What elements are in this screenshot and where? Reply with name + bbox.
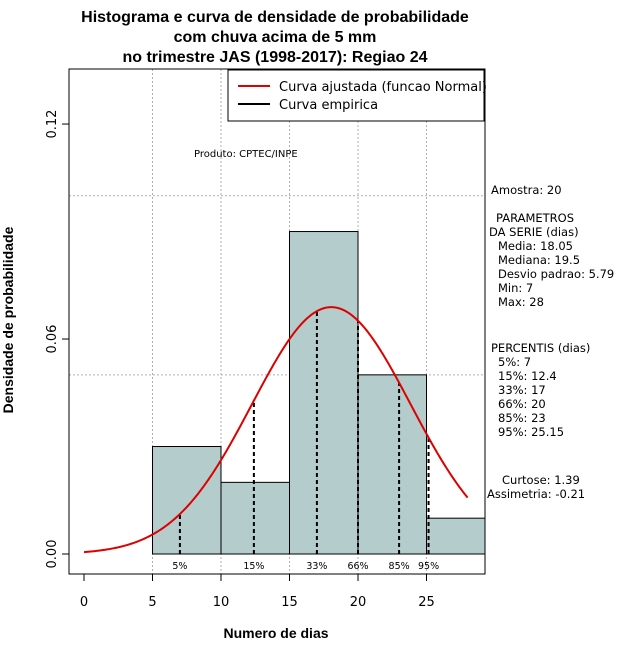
x-axis-title: Numero de dias (223, 625, 328, 641)
percentil-5: 5%: 7 (498, 355, 531, 369)
assimetria-text: Assimetria: -0.21 (487, 487, 585, 501)
percentile-label-1: 15% (243, 561, 264, 572)
x-tick-label-20: 20 (350, 595, 367, 610)
produto-credit: Produto: CPTEC/INPE (194, 149, 298, 160)
param-max: Max: 28 (498, 295, 544, 309)
y-tick-label-1: 0.06 (45, 325, 60, 354)
histogram-bars (152, 231, 486, 555)
percentile-label-3: 66% (347, 561, 368, 572)
chart-title-line-2: com chuva acima de 5 mm (174, 29, 377, 46)
histogram-bar-20-25 (357, 374, 427, 555)
percentil-85: 85%: 23 (498, 411, 546, 425)
y-tick-label-0: 0.00 (45, 540, 60, 569)
amostra-text: Amostra: 20 (491, 183, 562, 197)
percentil-15: 15%: 12.4 (498, 369, 557, 383)
y-axis-title: Densidade de probabilidade (0, 226, 16, 413)
percentile-lines (178, 311, 430, 554)
parametros-title: PARAMETROS (496, 211, 574, 225)
percentile-label-2: 33% (306, 561, 327, 572)
normal-curve-line (83, 306, 469, 554)
percentil-66: 66%: 20 (498, 397, 546, 411)
x-tick-label-15: 15 (281, 595, 298, 610)
x-tick-label-5: 5 (148, 595, 156, 610)
percentile-labels: 5% 15% 33% 66% 85% 95% (172, 561, 439, 572)
y-axis: 0.00 0.06 0.12 (45, 110, 70, 569)
x-tick-label-25: 25 (418, 595, 435, 610)
chart-title-line-3: no trimestre JAS (1998-2017): Regiao 24 (122, 49, 427, 66)
percentile-label-0: 5% (172, 561, 187, 572)
percentile-label-4: 85% (389, 561, 410, 572)
histogram-bar-5-10 (152, 446, 222, 555)
x-axis: 0 5 10 15 20 25 (80, 573, 435, 610)
x-tick-label-10: 10 (213, 595, 230, 610)
percentile-label-5: 95% (418, 561, 439, 572)
parametros-subtitle: DA SERIE (dias) (489, 225, 579, 239)
legend-label-normal: Curva ajustada (funcao Normal) (279, 80, 487, 95)
x-tick-label-0: 0 (80, 595, 88, 610)
y-tick-label-2: 0.12 (45, 110, 60, 139)
side-annotations: Amostra: 20 PARAMETROS DA SERIE (dias) M… (487, 183, 614, 501)
legend-label-empirica: Curva empirica (279, 98, 378, 113)
legend: Curva ajustada (funcao Normal) Curva emp… (227, 69, 487, 122)
histogram-bar-10-15 (220, 481, 290, 555)
param-mediana: Mediana: 19.5 (498, 253, 580, 267)
param-media: Media: 18.05 (498, 239, 573, 253)
param-min: Min: 7 (498, 281, 533, 295)
percentil-95: 95%: 25.15 (498, 425, 564, 439)
histogram-bar-15-20 (289, 231, 359, 555)
param-desvio: Desvio padrao: 5.79 (498, 267, 614, 281)
histogram-bar-25-30 (426, 517, 486, 555)
curtose-text: Curtose: 1.39 (502, 473, 580, 487)
legend-box (227, 69, 485, 122)
chart-title-line-1: Histograma e curva de densidade de proba… (81, 9, 469, 26)
percentil-33: 33%: 17 (498, 383, 546, 397)
percentis-title: PERCENTIS (dias) (491, 341, 590, 355)
